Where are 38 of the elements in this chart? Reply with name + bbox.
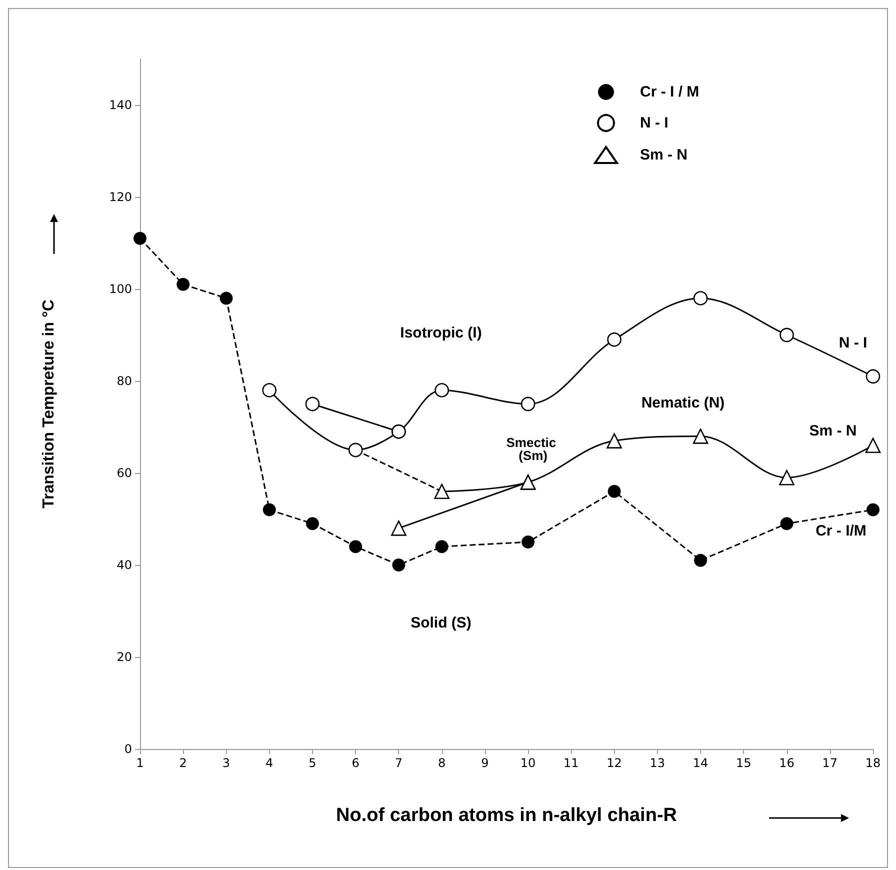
x-tick-label: 2 bbox=[179, 756, 187, 770]
x-tick-label: 8 bbox=[438, 756, 446, 770]
x-tick-label: 14 bbox=[692, 756, 708, 770]
x-tick-label: 1 bbox=[136, 756, 144, 770]
x-tick-label: 5 bbox=[308, 756, 316, 770]
x-tick-label: 9 bbox=[481, 756, 489, 770]
x-tick-label: 3 bbox=[222, 756, 230, 770]
x-tick-label: 11 bbox=[564, 756, 579, 770]
x-tick-label: 7 bbox=[394, 756, 403, 770]
annotation: Cr - I/M bbox=[816, 522, 866, 540]
y-tick-label: 120 bbox=[109, 190, 132, 204]
y-tick-label: 0 bbox=[124, 742, 132, 756]
x-tick-label: 12 bbox=[606, 756, 622, 770]
annotation: Solid (S) bbox=[410, 614, 472, 632]
x-axis-title: No.of carbon atoms in n-alkyl chain-R bbox=[336, 805, 678, 826]
x-tick-label: 15 bbox=[736, 756, 752, 770]
y-tick-label: 60 bbox=[116, 466, 132, 480]
legend-label: Cr - I / M bbox=[640, 84, 700, 100]
annotation: Sm - N bbox=[809, 422, 857, 440]
y-tick-label: 20 bbox=[116, 650, 132, 664]
y-tick-label: 80 bbox=[116, 374, 132, 388]
annotation: Smectic (Sm) bbox=[506, 435, 560, 463]
y-tick-label: 140 bbox=[109, 98, 132, 112]
y-axis-title: Transition Tempreture in °C bbox=[40, 299, 58, 508]
x-tick-label: 13 bbox=[650, 756, 666, 770]
x-tick-label: 10 bbox=[520, 756, 536, 770]
annotation: N - I bbox=[838, 334, 868, 352]
y-tick-label: 40 bbox=[116, 558, 132, 572]
x-tick-label: 18 bbox=[865, 756, 881, 770]
x-tick-label: 16 bbox=[779, 756, 794, 770]
annotation: Isotropic (I) bbox=[400, 324, 482, 342]
x-tick-label: 17 bbox=[822, 756, 838, 770]
annotation: Nematic (N) bbox=[641, 394, 725, 412]
y-tick-label: 100 bbox=[109, 282, 132, 296]
legend-label: N - I bbox=[640, 114, 668, 132]
x-tick-label: 4 bbox=[266, 756, 274, 770]
x-tick-label: 6 bbox=[352, 756, 360, 770]
legend-label: Sm - N bbox=[640, 146, 688, 164]
